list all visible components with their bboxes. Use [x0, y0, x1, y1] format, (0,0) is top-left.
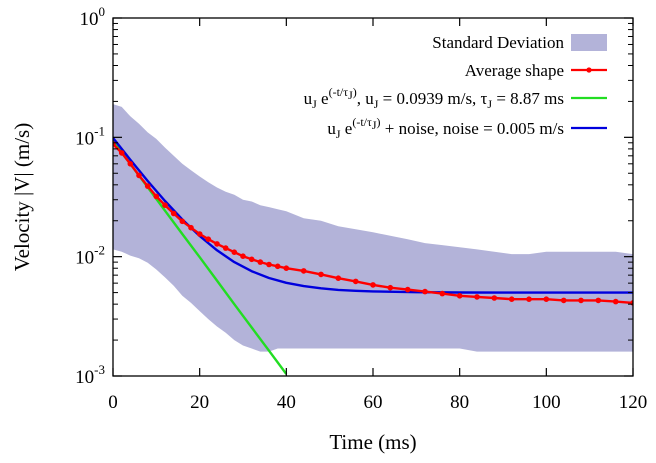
average-shape-point	[118, 150, 125, 156]
average-shape-point	[153, 193, 160, 200]
x-tick-label: 120	[619, 392, 648, 413]
average-shape-point	[560, 297, 567, 304]
average-shape-point	[318, 271, 324, 278]
average-shape-point	[543, 296, 550, 303]
x-axis-label: Time (ms)	[329, 430, 416, 454]
y-tick-label: 100	[80, 4, 106, 30]
axis-ticks: 0 20 40 60 80 100 120 10-3 10-2 10-1 100	[75, 4, 647, 413]
series-group	[113, 104, 633, 375]
average-shape-point	[162, 202, 168, 208]
average-shape-point	[257, 259, 264, 265]
average-shape-point	[179, 218, 186, 225]
average-shape-point	[222, 245, 229, 251]
average-shape-point	[491, 295, 498, 301]
x-tick-label: 100	[532, 392, 561, 413]
average-shape-point	[231, 249, 238, 255]
average-shape-point	[335, 275, 342, 282]
legend-swatch-std	[571, 34, 607, 51]
average-shape-point	[274, 263, 281, 270]
x-tick-label: 60	[364, 392, 383, 413]
average-shape-point	[240, 253, 246, 259]
average-shape-point	[456, 293, 463, 299]
exponential-noise-line	[113, 137, 633, 294]
std-deviation-band	[113, 104, 633, 352]
x-tick-label: 0	[108, 392, 118, 413]
legend-label-std: Standard Deviation	[432, 33, 564, 52]
average-shape-point	[127, 161, 134, 167]
y-tick-label: 10-3	[75, 362, 105, 388]
y-tick-label: 10-1	[75, 123, 105, 149]
y-axis-label: Velocity |V| (m/s)	[10, 123, 34, 271]
legend-label-exponential: uJ e(-t/τJ), uJ = 0.0939 m/s, τJ = 8.87 …	[304, 85, 564, 111]
y-tick-label: 10-2	[75, 243, 105, 269]
average-shape-point	[526, 296, 532, 303]
average-shape-point	[170, 210, 177, 217]
average-shape-point	[248, 256, 255, 263]
average-shape-point	[196, 231, 203, 237]
legend-marker-average	[586, 67, 592, 73]
x-tick-label: 80	[450, 392, 469, 413]
average-shape-point	[144, 183, 151, 189]
average-shape-point	[404, 286, 411, 293]
average-shape-point	[595, 297, 602, 304]
x-tick-label: 40	[277, 392, 296, 413]
average-shape-point	[578, 297, 584, 304]
average-shape-point	[422, 288, 428, 295]
plot-area	[113, 104, 633, 375]
average-shape-point	[283, 265, 290, 272]
legend-label-exponential-noise: uJ e(-t/τJ) + noise, noise = 0.005 m/s	[327, 115, 564, 141]
average-shape-point	[474, 294, 480, 300]
average-shape-point	[387, 284, 394, 291]
average-shape-point	[205, 236, 212, 242]
x-tick-label: 20	[190, 392, 209, 413]
average-shape-point	[352, 278, 359, 285]
average-shape-point	[136, 172, 142, 179]
legend-label-average: Average shape	[465, 61, 564, 80]
average-shape-point	[214, 241, 220, 247]
average-shape-point	[300, 268, 307, 274]
legend: Standard Deviation Average shape uJ e(-t…	[304, 33, 607, 141]
average-shape-point	[508, 296, 515, 303]
average-shape-point	[188, 224, 194, 231]
average-shape-point	[612, 298, 619, 305]
average-shape-point	[370, 282, 376, 288]
average-shape-point	[266, 261, 272, 268]
average-shape-point	[439, 290, 446, 297]
